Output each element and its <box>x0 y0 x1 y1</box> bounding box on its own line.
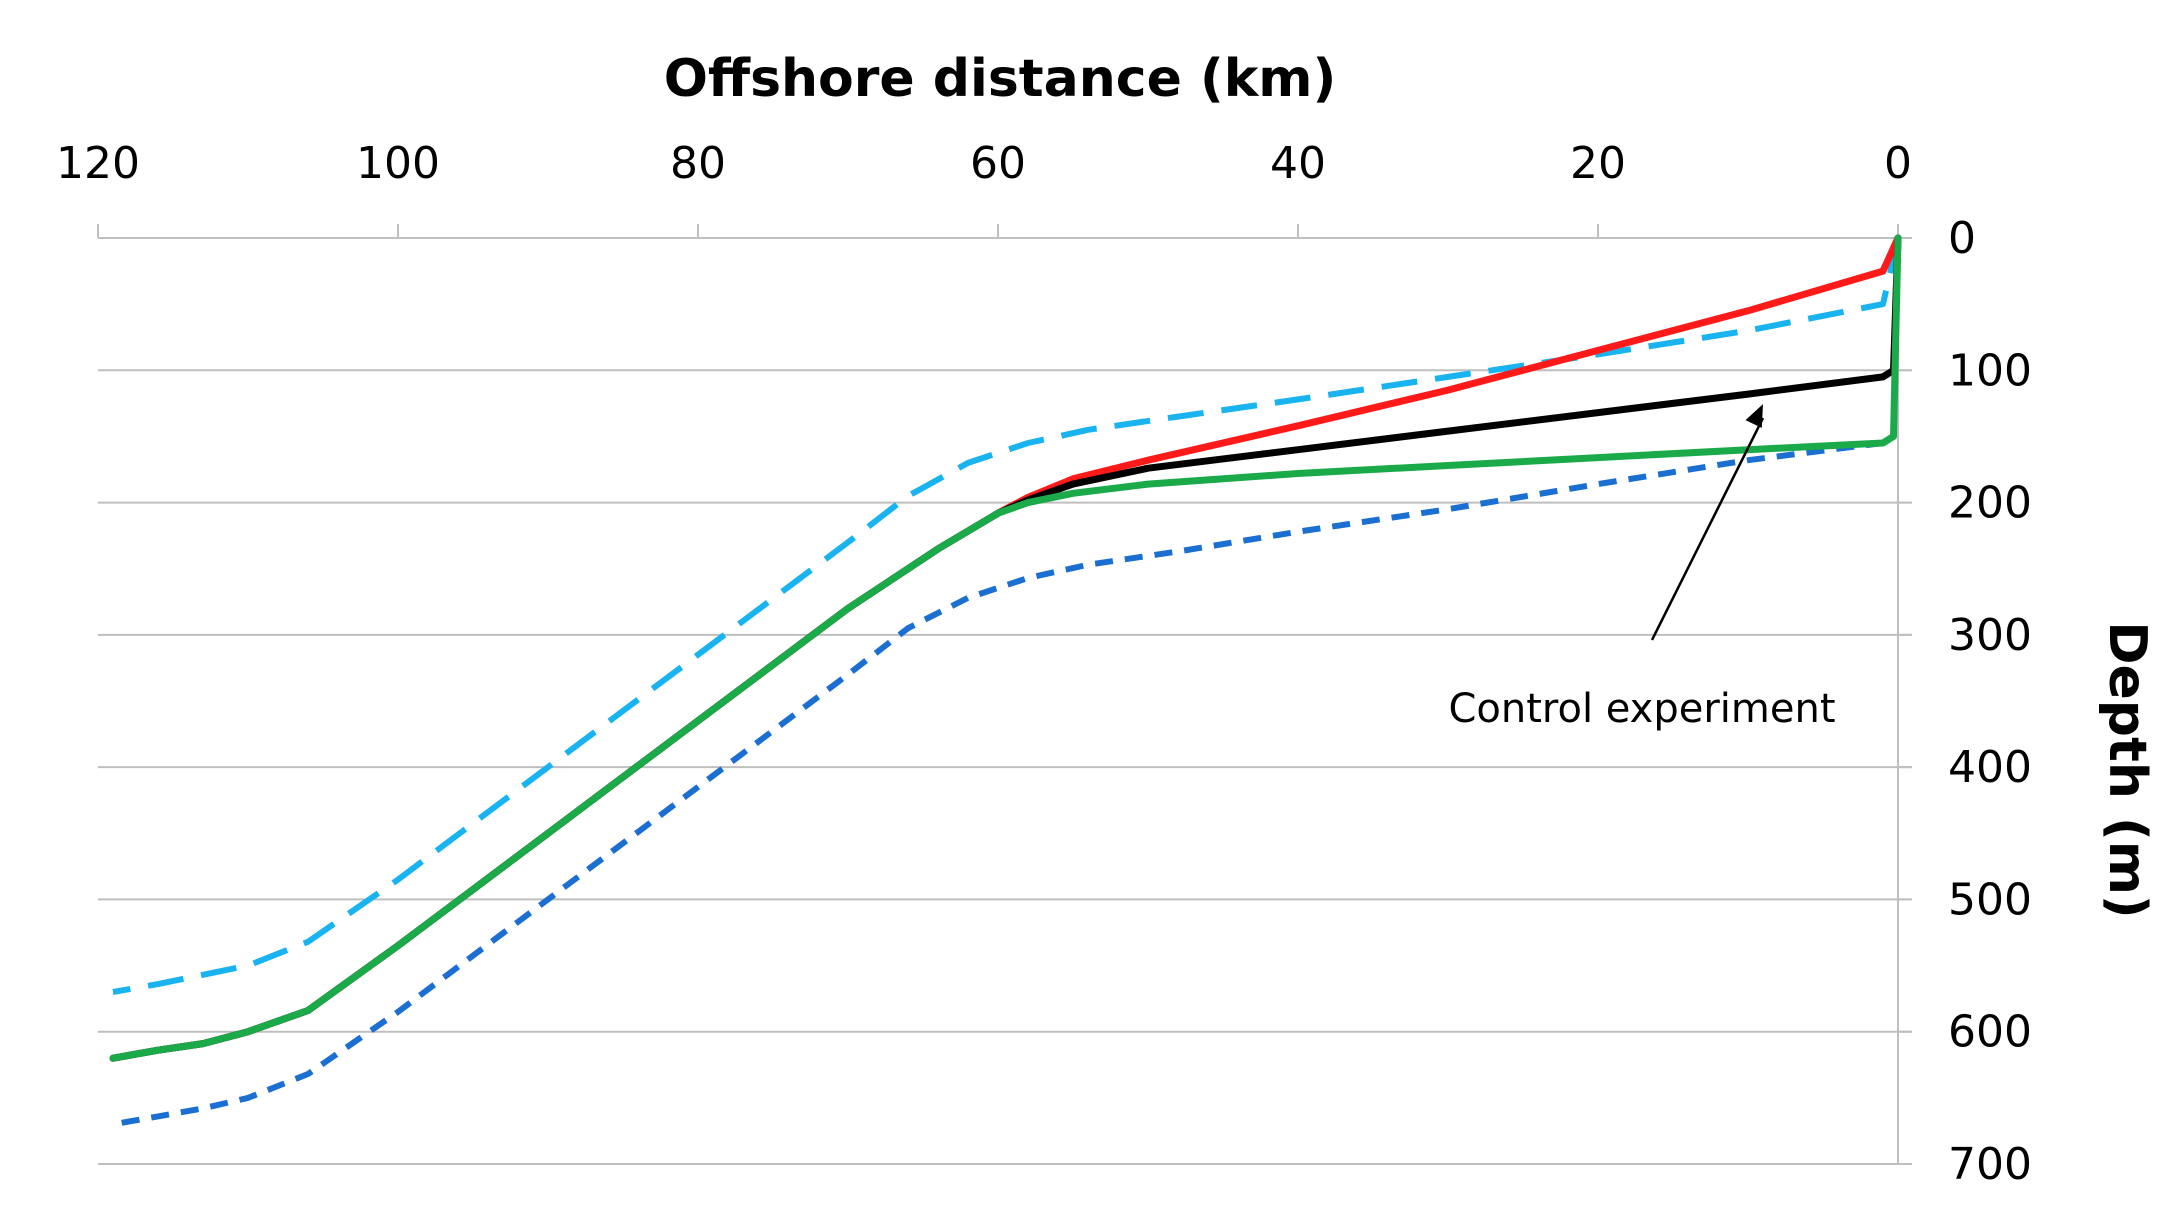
x-tick-label-100: 100 <box>356 138 440 189</box>
series-line-1 <box>109 234 1902 1062</box>
x-tick-label-40: 40 <box>1270 138 1326 189</box>
y-tick-label-700: 700 <box>1948 1139 2032 1190</box>
x-tick-label-60: 60 <box>970 138 1026 189</box>
y-tick-label-600: 600 <box>1948 1007 2032 1058</box>
y-tick-label-400: 400 <box>1948 742 2032 793</box>
y-tick-label-0: 0 <box>1948 213 1976 264</box>
x-tick-label-20: 20 <box>1570 138 1626 189</box>
gridlines <box>98 369 1912 1165</box>
y-tick-label-500: 500 <box>1948 874 2032 925</box>
x-tick-label-80: 80 <box>670 138 726 189</box>
y-tick-label-100: 100 <box>1948 345 2032 396</box>
series-line-2 <box>109 234 1902 1062</box>
x-tick-label-0: 0 <box>1884 138 1912 189</box>
series-line-3 <box>109 234 1902 1062</box>
annotation-arrow-head <box>1745 404 1763 428</box>
axes <box>97 224 1912 1165</box>
x-axis-title: Offshore distance (km) <box>664 49 1337 109</box>
annotation-control-experiment: Control experiment <box>1448 404 1836 732</box>
series-lines <box>109 234 1902 1128</box>
annotation-arrow <box>1650 417 1765 641</box>
y-tick-label-300: 300 <box>1948 610 2032 661</box>
x-tick-label-120: 120 <box>56 138 140 189</box>
y-tick-label-200: 200 <box>1948 478 2032 529</box>
annotation-label: Control experiment <box>1448 686 1835 732</box>
series-line-4 <box>112 237 1901 995</box>
series-line-5 <box>112 237 1901 1128</box>
y-axis-title: Depth (m) <box>2097 621 2157 918</box>
